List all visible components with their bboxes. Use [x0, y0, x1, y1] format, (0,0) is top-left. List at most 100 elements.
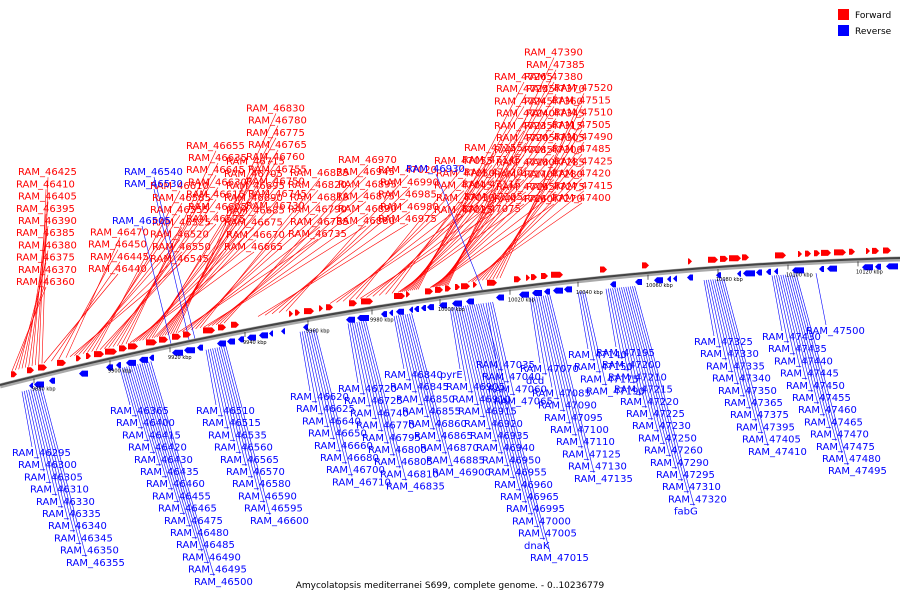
forward-gene-label: RAM_47270 [524, 194, 583, 205]
reverse-connector [710, 279, 733, 373]
forward-gene-label: RAM_46985 [378, 190, 437, 201]
forward-connector [87, 215, 181, 353]
reverse-gene [409, 306, 413, 313]
reverse-connector [139, 363, 185, 515]
tick-label: 9960 kbp [306, 328, 330, 334]
reverse-connector [315, 328, 353, 477]
reverse-connector [791, 274, 837, 441]
reverse-gene [635, 278, 642, 285]
reverse-connector [21, 391, 33, 448]
reverse-gene [452, 300, 462, 307]
reverse-gene [389, 309, 393, 316]
forward-gene-label: RAM_46735 [288, 229, 347, 240]
reverse-gene-label: RAM_46950 [482, 455, 541, 466]
reverse-connector [23, 390, 39, 460]
reverse-gene-label: RAM_47215 [614, 385, 673, 396]
forward-gene [729, 255, 741, 262]
reverse-gene [396, 308, 404, 315]
reverse-gene [654, 277, 663, 284]
reverse-gene-label: RAM_47480 [822, 454, 881, 465]
forward-gene-label: RAM_46555 [150, 205, 209, 216]
forward-connector [366, 201, 495, 298]
reverse-gene-label: RAM_47365 [724, 398, 783, 409]
forward-gene [821, 249, 831, 256]
reverse-gene-label: RAM_47190 [586, 387, 645, 398]
reverse-connector [398, 315, 417, 394]
reverse-connector [719, 278, 757, 422]
reverse-connector [492, 301, 515, 396]
reverse-gene-label: RAM_46475 [164, 516, 223, 527]
reverse-gene-label: RAM_46640 [302, 416, 361, 427]
forward-gene-label: RAM_46790 [288, 205, 347, 216]
forward-gene-label: RAM_46890 [338, 204, 397, 215]
reverse-gene [197, 344, 203, 351]
forward-connector [58, 249, 119, 360]
reverse-gene [792, 267, 804, 274]
reverse-gene-label: RAM_46590 [238, 491, 297, 502]
reverse-gene-label: RAM_46560 [214, 443, 273, 454]
reverse-gene [259, 332, 268, 339]
reverse-gene-label: RAM_46415 [122, 430, 181, 441]
gene-labels: RAM_46360RAM_46370RAM_46375RAM_46380RAM_… [12, 48, 887, 588]
forward-connector [355, 166, 465, 300]
reverse-connector [531, 296, 547, 376]
forward-gene-label: RAM_47075 [462, 204, 521, 215]
reverse-connector [132, 365, 167, 479]
reverse-connector [352, 322, 371, 408]
reverse-gene-label: RAM_46400 [116, 418, 175, 429]
reverse-gene [346, 316, 355, 323]
reverse-gene-label: RAM_46350 [60, 546, 119, 557]
forward-connector [108, 199, 217, 348]
forward-gene [551, 271, 563, 278]
reverse-connector [625, 286, 671, 457]
reverse-gene [610, 281, 616, 288]
reverse-gene-label: RAM_47455 [792, 393, 851, 404]
forward-connector [478, 166, 585, 282]
reverse-connector [536, 296, 559, 400]
forward-connector [257, 223, 409, 317]
reverse-connector [542, 295, 577, 437]
reverse-connector [363, 320, 401, 469]
reverse-gene-label: RAM_46770 [356, 421, 415, 432]
reverse-connector [223, 346, 265, 503]
forward-gene [883, 247, 891, 254]
reverse-gene [184, 347, 195, 354]
reverse-gene [172, 349, 183, 356]
forward-connector [25, 238, 47, 368]
reverse-gene [743, 270, 755, 277]
forward-gene-label: RAM_46705 [224, 169, 283, 180]
forward-gene-label: RAM_46820 [288, 180, 347, 191]
forward-gene [872, 247, 879, 254]
reverse-gene-label: RAM_47035 [476, 360, 535, 371]
reverse-connector [721, 278, 763, 434]
forward-gene-label: RAM_47180 [496, 157, 555, 168]
reverse-gene [766, 268, 771, 275]
reverse-gene-label: RAM_47175 [580, 374, 639, 385]
reverse-gene-label: RAM_46505 [112, 216, 171, 227]
forward-gene [76, 355, 81, 362]
reverse-connector [137, 364, 179, 503]
forward-connector [219, 176, 367, 325]
reverse-gene-label: RAM_46300 [18, 460, 77, 471]
forward-gene-label: RAM_46830 [246, 103, 305, 114]
forward-connector [136, 227, 255, 342]
forward-connector [164, 162, 277, 336]
reverse-gene-label: RAM_47135 [574, 474, 633, 485]
reverse-connector [207, 349, 223, 418]
forward-gene-label: RAM_46395 [16, 204, 75, 215]
reverse-connector [540, 295, 571, 425]
reverse-gene-label: RAM_46570 [226, 467, 285, 478]
reverse-gene-label: RAM_46510 [196, 406, 255, 417]
reverse-gene-label: RAM_46430 [134, 455, 193, 466]
reverse-connector [347, 323, 359, 384]
reverse-connector [449, 307, 461, 370]
reverse-connector [776, 275, 795, 356]
forward-gene-label: RAM_46380 [18, 240, 77, 251]
forward-connector [35, 201, 49, 366]
reverse-connector [153, 188, 191, 345]
forward-gene [349, 300, 357, 307]
tick-label: 10060 kbp [646, 283, 673, 289]
forward-gene-label: RAM_46425 [18, 167, 77, 178]
reverse-connector [579, 291, 595, 362]
reverse-gene [687, 274, 693, 281]
